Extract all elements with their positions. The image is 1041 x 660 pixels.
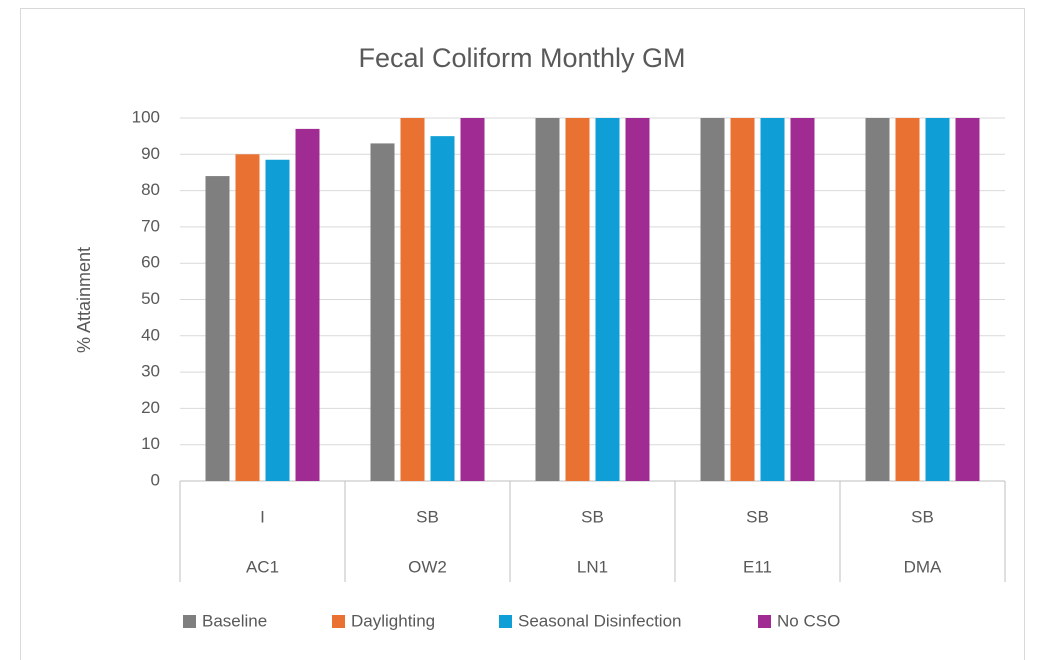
bar: [955, 118, 980, 481]
bar: [535, 118, 560, 481]
bar: [700, 118, 725, 481]
y-tick-label: 10: [141, 434, 160, 453]
y-axis-label: % Attainment: [74, 247, 94, 353]
legend-swatch: [332, 615, 345, 628]
y-tick-label: 20: [141, 398, 160, 417]
y-tick-label: 70: [141, 216, 160, 235]
x-subcategory-label: SB: [746, 507, 769, 526]
bar: [565, 118, 590, 481]
legend-label: Seasonal Disinfection: [518, 611, 681, 630]
bar: [895, 118, 920, 481]
bar: [265, 159, 290, 481]
bar: [370, 143, 395, 481]
x-subcategory-label: SB: [416, 507, 439, 526]
bar: [430, 136, 455, 481]
chart-title: Fecal Coliform Monthly GM: [358, 43, 685, 73]
bar: [595, 118, 620, 481]
y-tick-label: 100: [132, 107, 160, 126]
x-subcategory-label: SB: [581, 507, 604, 526]
bar: [790, 118, 815, 481]
bar: [625, 118, 650, 481]
bar: [865, 118, 890, 481]
bar: [925, 118, 950, 481]
x-subcategory-label: SB: [911, 507, 934, 526]
y-tick-label: 50: [141, 289, 160, 308]
x-subcategory-label: I: [260, 507, 265, 526]
legend-label: Baseline: [202, 611, 267, 630]
x-category-label: OW2: [408, 557, 447, 576]
bar: [760, 118, 785, 481]
legend-label: Daylighting: [351, 611, 435, 630]
x-category-label: E11: [743, 557, 772, 576]
bar: [730, 118, 755, 481]
legend-swatch: [183, 615, 196, 628]
y-tick-label: 90: [141, 144, 160, 163]
chart-frame: [20, 8, 1025, 660]
y-tick-label: 30: [141, 362, 160, 381]
x-category-label: LN1: [577, 557, 608, 576]
bar: [400, 118, 425, 481]
legend-label: No CSO: [777, 611, 840, 630]
y-tick-label: 80: [141, 180, 160, 199]
x-category-label: AC1: [246, 557, 279, 576]
y-tick-label: 60: [141, 253, 160, 272]
x-category-label: DMA: [904, 557, 942, 576]
legend-swatch: [499, 615, 512, 628]
bar: [460, 118, 485, 481]
bar: [295, 128, 320, 481]
y-tick-label: 0: [151, 470, 160, 489]
y-tick-label: 40: [141, 325, 160, 344]
bar: [235, 154, 260, 482]
bar: [205, 176, 230, 481]
legend-swatch: [758, 615, 771, 628]
